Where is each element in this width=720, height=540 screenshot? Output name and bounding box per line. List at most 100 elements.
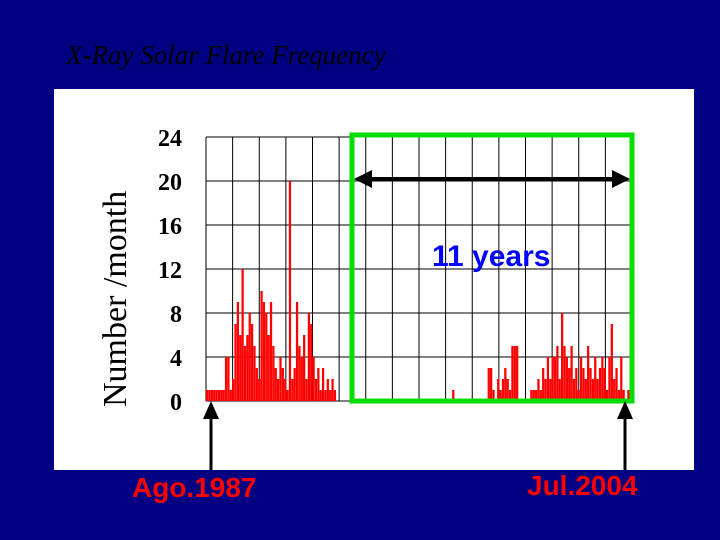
y-tick-label: 20 <box>158 170 182 196</box>
y-axis-label: Number /month <box>97 191 134 407</box>
flare-bar <box>220 390 223 401</box>
flare-bar <box>490 368 493 401</box>
flare-bar <box>530 390 533 401</box>
flare-bar <box>319 390 322 401</box>
flare-bar <box>587 346 590 401</box>
flare-bar <box>610 324 613 401</box>
flare-bar <box>300 357 303 401</box>
flare-bar <box>558 379 561 401</box>
flare-bar <box>504 368 507 401</box>
flare-bar <box>584 379 587 401</box>
flare-bar <box>501 379 505 401</box>
flare-bar <box>206 390 209 401</box>
flare-bar <box>594 357 597 401</box>
flare-bar <box>591 379 595 401</box>
flare-bar <box>243 346 247 401</box>
flare-bar <box>508 390 512 401</box>
flare-bar <box>542 368 545 401</box>
chart-panel: Number /month 24 20 16 12 8 4 0 11 years <box>54 89 694 470</box>
flare-bar <box>224 357 228 401</box>
flare-bar <box>551 357 554 401</box>
flare-bar <box>598 368 602 401</box>
flare-bar <box>293 368 296 401</box>
flare-bar <box>605 390 609 401</box>
flare-bar <box>568 368 571 401</box>
start-arrow <box>203 401 219 470</box>
flare-bar <box>603 368 606 401</box>
flare-bar <box>622 390 625 401</box>
flare-bar <box>537 379 540 401</box>
cycle-box <box>349 132 635 404</box>
flare-bar <box>627 390 630 401</box>
flare-bar <box>267 335 270 401</box>
start-date-label: Ago.1987 <box>132 472 257 503</box>
y-tick-label: 12 <box>158 258 182 284</box>
flare-bar <box>208 390 211 401</box>
flare-bar <box>561 313 564 401</box>
flare-bar <box>236 302 240 401</box>
flare-bar <box>601 357 604 401</box>
flare-bar <box>556 346 559 401</box>
flare-bar <box>333 390 337 401</box>
flare-bar <box>246 335 249 401</box>
flare-bar <box>539 390 542 401</box>
flare-bar <box>492 390 495 401</box>
flare-bar <box>260 291 263 401</box>
flare-bar <box>317 368 320 401</box>
flare-bar <box>582 368 585 401</box>
flare-bar <box>546 357 550 401</box>
flare-bar <box>617 390 621 401</box>
flare-bar <box>532 390 535 401</box>
flare-bar <box>570 346 573 401</box>
flare-bar <box>248 313 251 401</box>
flare-bar <box>506 379 509 401</box>
flare-bar <box>487 368 490 401</box>
flare-bar <box>596 379 599 401</box>
flare-bar <box>497 379 500 401</box>
flare-frequency-chart: Number /month 24 20 16 12 8 4 0 11 years <box>97 126 635 470</box>
flare-bar <box>227 357 230 401</box>
flare-bar <box>563 346 566 401</box>
flare-bar <box>213 390 216 401</box>
flare-bar <box>255 368 258 401</box>
flare-bar <box>321 368 325 401</box>
flare-bar <box>265 313 268 401</box>
flare-bar <box>572 379 576 401</box>
flare-bar <box>298 346 301 401</box>
flare-bar <box>575 368 578 401</box>
flare-bar <box>544 379 547 401</box>
flare-bar <box>272 346 275 401</box>
flare-bar <box>534 390 538 401</box>
flare-bar <box>258 379 261 401</box>
y-tick-label: 8 <box>170 302 182 328</box>
flare-bar <box>608 357 611 401</box>
flare-bar <box>232 379 235 401</box>
flare-bar <box>217 390 221 401</box>
cycle-years-label: 11 years <box>432 240 550 273</box>
flare-bar <box>281 368 284 401</box>
flare-bar <box>279 357 282 401</box>
y-tick-label: 24 <box>158 126 182 152</box>
flare-bar <box>303 335 306 401</box>
flare-bar <box>310 324 313 401</box>
flare-bar <box>288 181 292 401</box>
end-arrow <box>617 401 633 470</box>
y-tick-label: 4 <box>170 346 182 372</box>
flare-bar <box>253 346 256 401</box>
flare-bar <box>516 346 519 401</box>
y-tick-label: 0 <box>170 390 182 416</box>
flare-bar <box>277 379 280 401</box>
flare-bar <box>549 379 552 401</box>
y-tick-label: 16 <box>158 214 182 240</box>
flare-bar <box>284 379 287 401</box>
flare-bar <box>305 379 308 401</box>
flare-bar <box>326 379 329 401</box>
flare-bar <box>262 302 266 401</box>
flare-bar <box>314 379 318 401</box>
flare-bar <box>241 269 244 401</box>
flare-bar <box>620 357 623 401</box>
flare-bar <box>239 335 242 401</box>
flare-bar <box>499 390 502 401</box>
flare-bar <box>291 379 294 401</box>
flare-bar <box>250 324 254 401</box>
